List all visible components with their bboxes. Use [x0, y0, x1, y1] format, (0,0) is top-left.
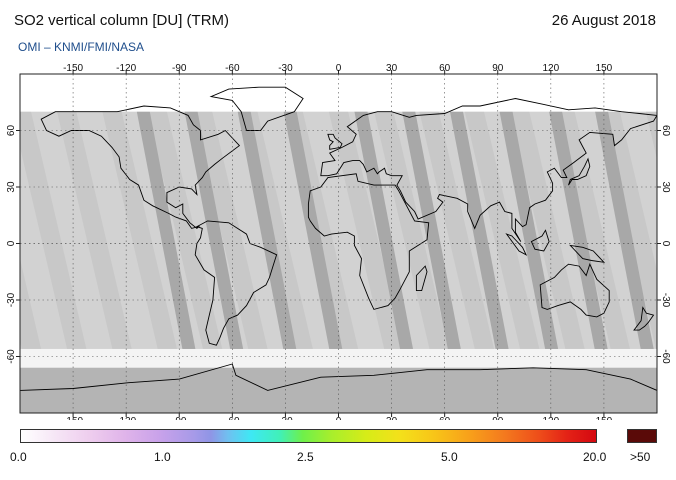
data-credit: OMI – KNMI/FMI/NASA: [18, 40, 145, 54]
bottom-lon-labels: -150 -120 -90 -60 -30 0 30 60 90 120 150: [63, 416, 613, 420]
lon-label: 30: [386, 63, 398, 74]
land-new-guinea: [569, 244, 606, 263]
lon-label: -90: [172, 63, 187, 74]
orbit-swath: [182, 102, 246, 361]
lon-label: 90: [492, 416, 504, 420]
land-south-america: [194, 220, 278, 346]
lon-label: 60: [439, 63, 451, 74]
lon-label: 120: [542, 63, 559, 74]
orbit-swath: [352, 102, 416, 361]
orbit-swath: [235, 102, 299, 361]
land-australia: [539, 262, 610, 318]
orbit-swath: [497, 102, 561, 361]
lat-label: -60: [6, 349, 17, 364]
lon-label: 90: [492, 63, 504, 74]
lon-label: -60: [225, 63, 240, 74]
orbit-swath: [617, 102, 657, 271]
map-title: SO2 vertical column [DU] (TRM): [14, 12, 230, 29]
lon-label: -30: [278, 416, 293, 420]
land-japan: [568, 157, 591, 186]
map-date: 26 August 2018: [551, 12, 656, 29]
lat-label: 60: [660, 125, 671, 137]
orbit-swath: [663, 102, 676, 360]
orbit-swath: [74, 102, 161, 361]
tick-marks: [16, 70, 661, 417]
colorbar-label: 2.5: [297, 450, 314, 464]
orbit-swath: [281, 102, 345, 361]
land-antarctica: [20, 363, 657, 391]
orbit-swath: [20, 147, 70, 361]
land-borneo: [530, 229, 550, 252]
lat-label: 60: [6, 125, 17, 137]
lon-label: -90: [172, 416, 187, 420]
colorbar-overflow: [627, 429, 657, 443]
lat-label: -60: [660, 349, 671, 364]
lon-label: -120: [116, 416, 136, 420]
lon-label: 120: [542, 416, 559, 420]
lat-label: -30: [6, 292, 17, 307]
land-sumatra: [505, 233, 528, 256]
continents: [20, 86, 657, 391]
lon-label: -60: [225, 416, 240, 420]
colorbar-label: 1.0: [154, 450, 171, 464]
lon-label: 0: [336, 63, 342, 74]
orbit-swath: [400, 102, 463, 361]
orbit-swath: [593, 102, 656, 361]
land-new-zealand: [633, 306, 655, 331]
colorbar-overflow-label: >50: [630, 450, 651, 464]
lat-label: -30: [660, 293, 671, 308]
land-africa: [307, 173, 430, 310]
land-north-america: [40, 105, 241, 230]
lon-label: -150: [63, 63, 83, 74]
colorbar-label: 20.0: [583, 450, 607, 464]
lon-label: 150: [596, 416, 613, 420]
lat-label: 0: [660, 241, 671, 247]
lat-label: 30: [660, 181, 671, 193]
lon-label: 150: [596, 63, 613, 74]
top-lon-labels: -150 -120 -90 -60 -30 0 30 60 90 120 150: [63, 63, 613, 74]
land-madagascar: [415, 265, 428, 292]
orbit-swath: [135, 102, 198, 361]
lon-label: 60: [439, 416, 451, 420]
lon-label: -30: [278, 63, 293, 74]
land-greenland: [209, 86, 304, 131]
lat-label: 0: [6, 240, 17, 246]
right-lat-labels: 60 30 0 -30 -60: [660, 125, 671, 364]
colorbar: [20, 429, 597, 443]
lat-label: 30: [6, 181, 17, 193]
lon-label: 0: [336, 416, 342, 420]
lon-label: 30: [386, 416, 398, 420]
land-uk: [327, 133, 343, 150]
orbit-swath: [547, 102, 610, 361]
lon-label: -120: [116, 63, 136, 74]
colorbar-label: 5.0: [441, 450, 458, 464]
orbit-swath: [28, 102, 116, 361]
lon-label: -150: [63, 416, 83, 420]
colorbar-label: 0.0: [10, 450, 27, 464]
land-eurasia: [320, 98, 657, 242]
left-lat-labels: 60 30 0 -30 -60: [6, 125, 17, 364]
orbit-swath: [448, 102, 511, 361]
